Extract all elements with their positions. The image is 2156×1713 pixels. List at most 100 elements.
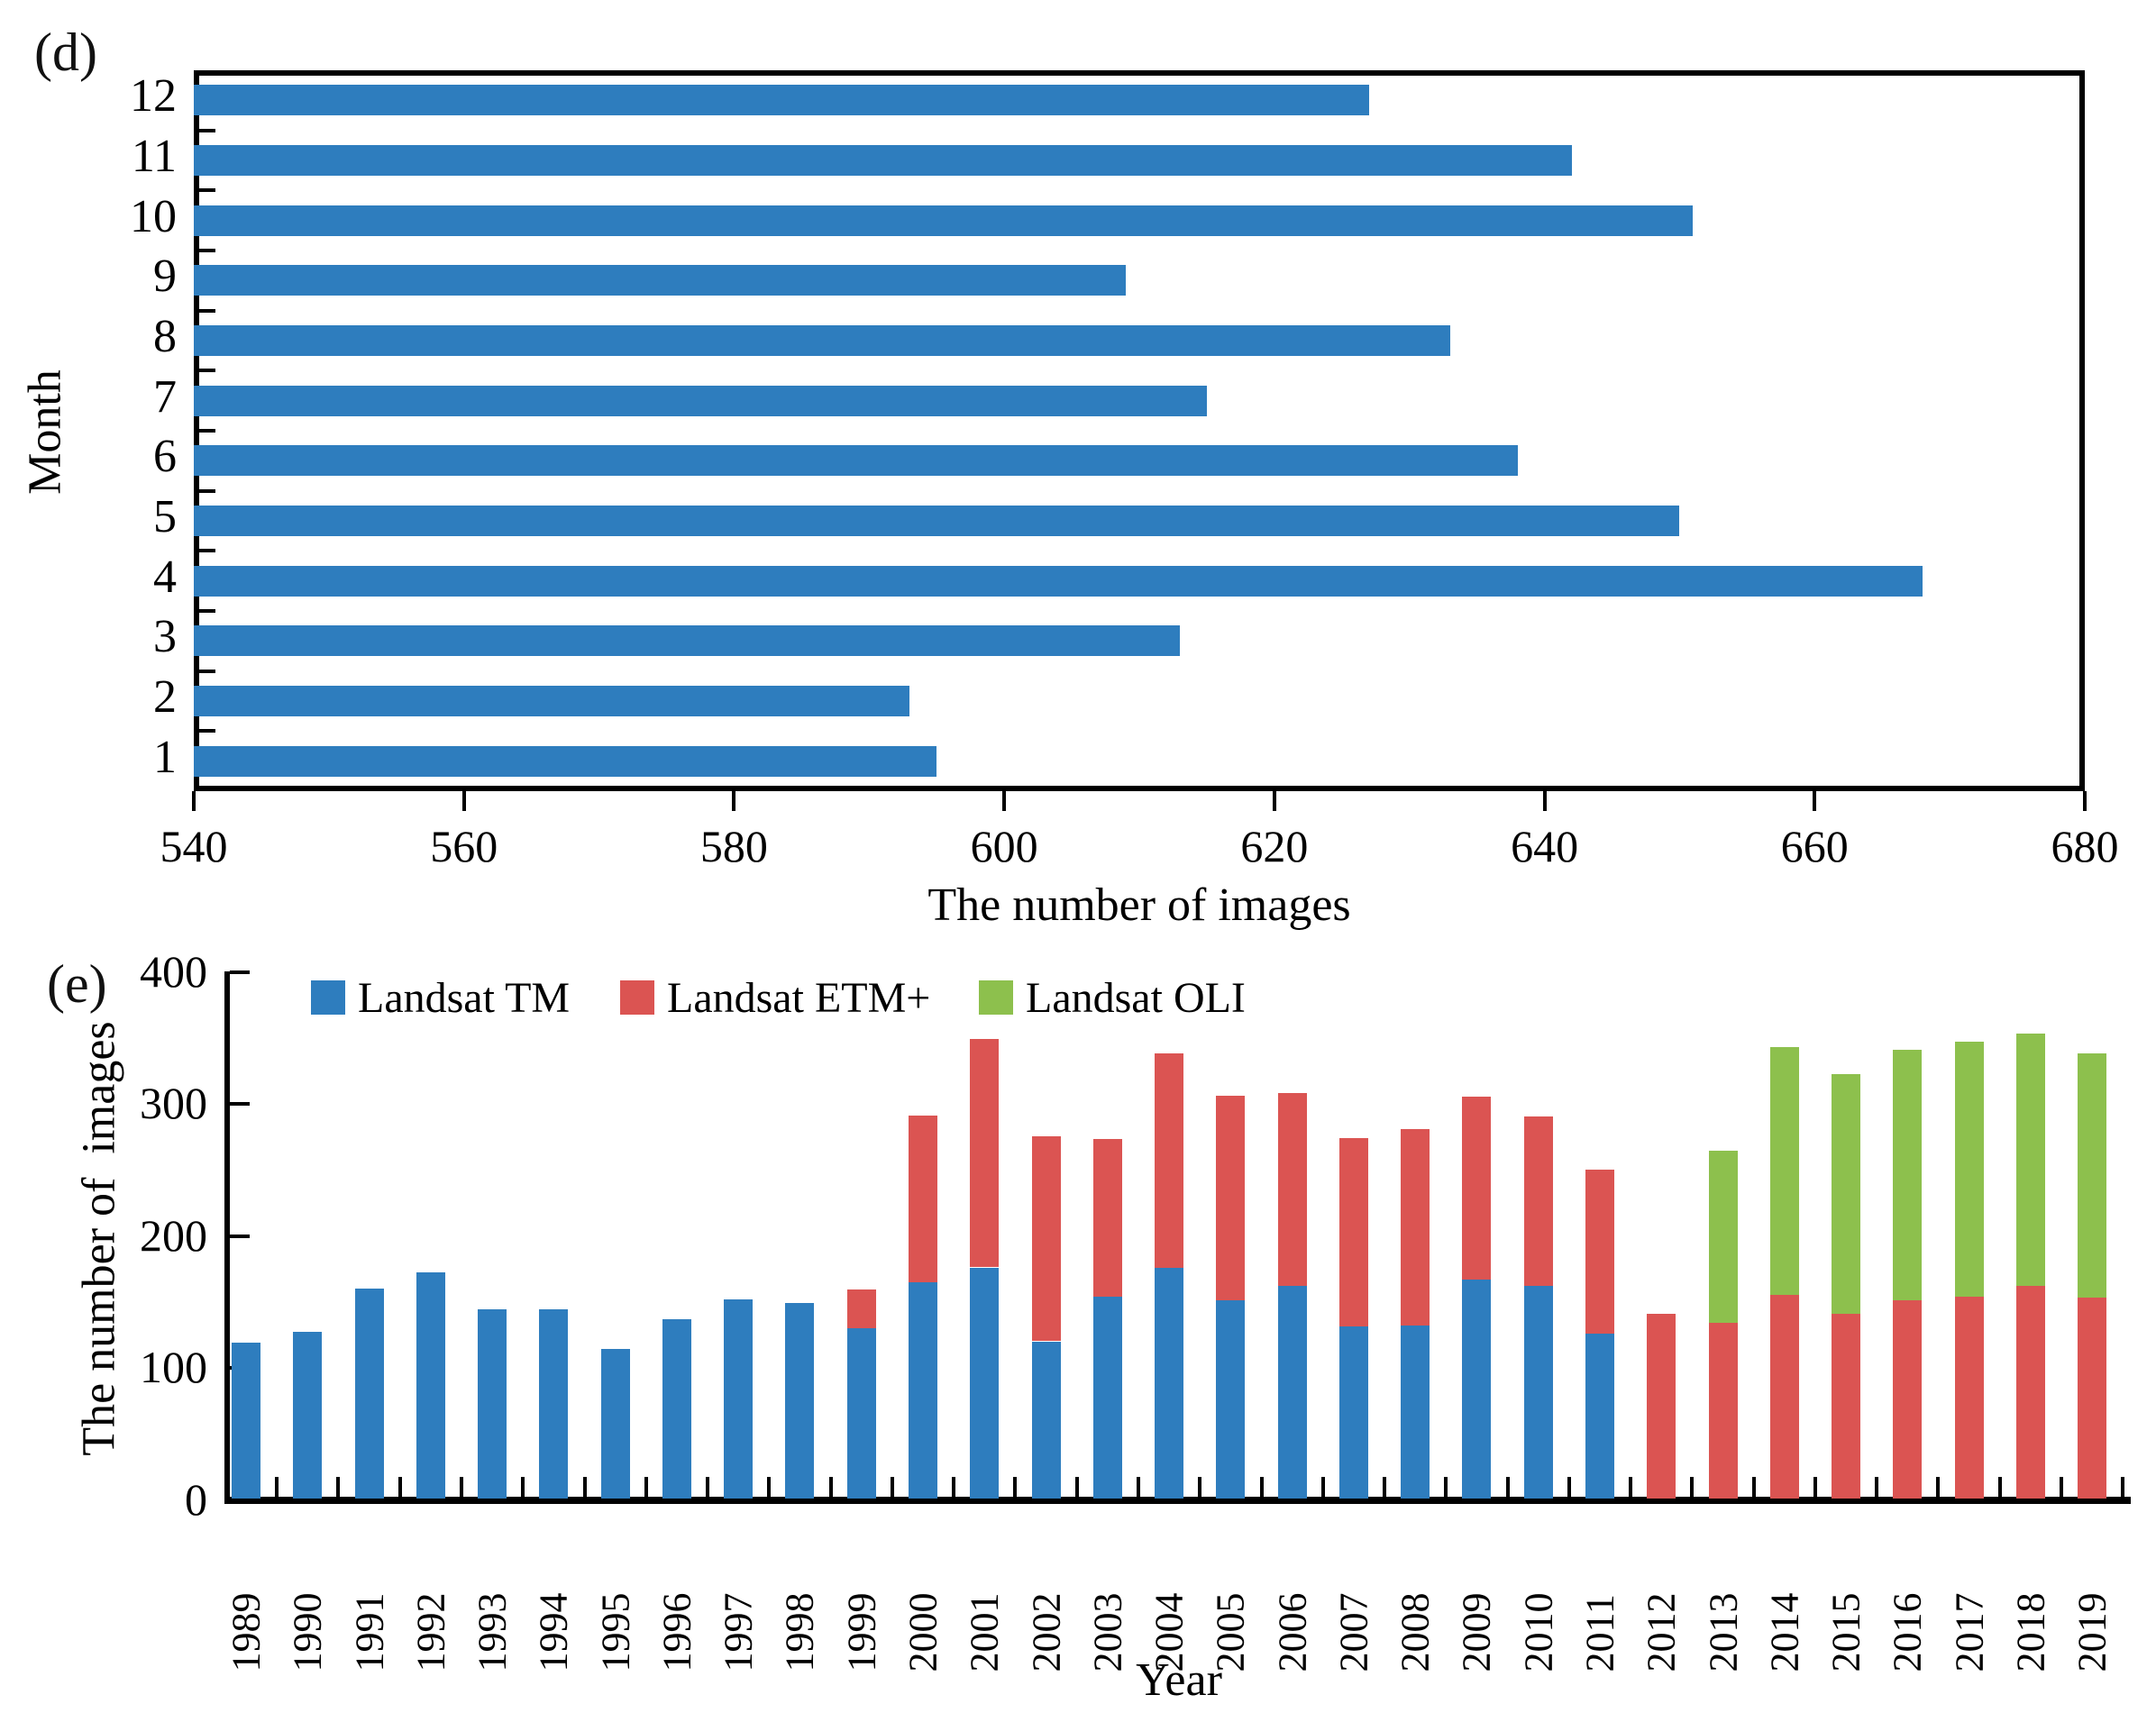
chart-e-x-tick: [1629, 1477, 1633, 1497]
chart-e-legend-item: Landsat TM: [311, 974, 608, 1022]
chart-d-ytick-label-10: 10: [130, 190, 177, 242]
chart-e-segment-1989-landsat-tm: [232, 1343, 260, 1499]
chart-d-bar-month-4: [194, 565, 1923, 597]
chart-e-x-tick: [1813, 1477, 1817, 1497]
chart-d-y-tick: [199, 249, 215, 252]
chart-e-segment-2004-landsat-tm: [1155, 1267, 1183, 1499]
chart-d-x-tick: [1542, 791, 1547, 811]
chart-d-ytick-label-8: 8: [153, 311, 177, 362]
chart-e-segment-1996-landsat-tm: [662, 1318, 691, 1499]
chart-e-x-tick: [952, 1477, 956, 1497]
chart-e-segment-1999-landsat-tm: [846, 1327, 876, 1499]
chart-e-xtick-label-2018: 2018: [2008, 1592, 2053, 1672]
chart-e-segment-2006-landsat-tm: [1277, 1286, 1307, 1499]
chart-e-x-tick: [459, 1477, 463, 1497]
chart-d-x-tick: [732, 791, 736, 811]
chart-e-x-tick: [1567, 1477, 1571, 1497]
chart-e-segment-2019-landsat-etm-: [2078, 1298, 2107, 1499]
chart-e-x-tick: [1198, 1477, 1202, 1497]
chart-e-xtick-label-1990: 1990: [285, 1592, 330, 1672]
chart-e-x-tick: [1505, 1477, 1510, 1497]
legend-label: Landsat OLI: [1026, 974, 1246, 1022]
chart-e-xtick-label-2007: 2007: [1331, 1592, 1376, 1672]
chart-d-y-tick: [199, 188, 215, 193]
chart-d-bar-month-11: [194, 145, 1572, 176]
chart-e-segment-1995-landsat-tm: [600, 1349, 630, 1499]
chart-e-x-tick: [890, 1477, 894, 1497]
chart-e-segment-2001-landsat-tm: [970, 1267, 1000, 1499]
chart-e-y-tick: [230, 1102, 250, 1107]
chart-e-segment-2006-landsat-etm-: [1277, 1092, 1307, 1286]
legend-swatch-tm: [311, 980, 345, 1015]
chart-e-segment-2016-landsat-etm-: [1893, 1300, 1923, 1499]
chart-e-segment-1992-landsat-tm: [416, 1272, 445, 1499]
chart-e-segment-2009-landsat-etm-: [1462, 1097, 1492, 1280]
chart-e-xtick-label-2001: 2001: [962, 1592, 1007, 1672]
chart-e-xtick-label-2002: 2002: [1024, 1592, 1068, 1672]
chart-d-ytick-label-2: 2: [153, 671, 177, 723]
chart-e-segment-2000-landsat-tm: [909, 1281, 937, 1499]
chart-d-x-tick: [192, 791, 196, 811]
chart-e-segment-2015-landsat-etm-: [1832, 1313, 1860, 1499]
chart-e-segment-2009-landsat-tm: [1462, 1279, 1492, 1499]
chart-e-segment-2015-landsat-oli: [1832, 1074, 1860, 1314]
chart-e-ytick-label: 300: [140, 1078, 207, 1129]
chart-e-segment-2007-landsat-tm: [1338, 1326, 1368, 1499]
chart-e-segment-1999-landsat-etm-: [846, 1289, 876, 1328]
chart-e-segment-2003-landsat-etm-: [1092, 1139, 1122, 1297]
chart-e-ytick-label: 100: [140, 1342, 207, 1393]
chart-e-xtick-label-2005: 2005: [1208, 1592, 1253, 1672]
chart-e-x-tick: [582, 1477, 587, 1497]
chart-e-segment-2014-landsat-etm-: [1769, 1295, 1799, 1499]
panel-label-e: (e): [47, 954, 107, 1014]
chart-e-xtick-label-2011: 2011: [1577, 1594, 1622, 1672]
chart-e-x-tick: [1997, 1477, 2002, 1497]
chart-e-x-tick: [275, 1477, 279, 1497]
chart-e-segment-2011-landsat-etm-: [1585, 1170, 1614, 1334]
chart-e-xtick-label-1997: 1997: [716, 1592, 761, 1672]
chart-d-x-axis-title: The number of images: [927, 879, 1351, 931]
chart-e-xtick-label-1989: 1989: [224, 1592, 269, 1672]
chart-e-segment-1997-landsat-tm: [724, 1298, 754, 1499]
chart-d-xtick-label: 680: [2051, 821, 2119, 871]
chart-e-segment-2002-landsat-tm: [1031, 1341, 1061, 1499]
chart-d-y-tick: [199, 369, 215, 373]
chart-e-xtick-label-2004: 2004: [1147, 1592, 1192, 1672]
chart-e-segment-2011-landsat-tm: [1585, 1333, 1614, 1499]
chart-e-segment-2012-landsat-etm-: [1647, 1313, 1676, 1499]
chart-e-xtick-label-1998: 1998: [777, 1592, 822, 1672]
chart-e-xtick-label-2000: 2000: [900, 1592, 946, 1672]
chart-d-bar-month-1: [194, 745, 937, 777]
chart-d-y-tick: [199, 729, 215, 733]
chart-e-segment-1993-landsat-tm: [478, 1309, 507, 1499]
chart-d-bar-month-2: [194, 686, 910, 716]
chart-d-bars-layer: [194, 70, 2085, 791]
chart-d-bar-month-9: [194, 265, 1126, 296]
chart-e-x-tick: [336, 1477, 341, 1497]
chart-e-xtick-label-2019: 2019: [2069, 1592, 2115, 1672]
chart-e-y-axis-line: [224, 971, 230, 1504]
chart-d-y-tick: [199, 669, 215, 673]
chart-d-ytick-label-3: 3: [153, 611, 177, 663]
chart-e-x-tick: [706, 1477, 709, 1497]
chart-e-xtick-label-1995: 1995: [593, 1592, 638, 1672]
chart-e-segment-1991-landsat-tm: [354, 1288, 384, 1499]
chart-e-x-tick: [1074, 1477, 1079, 1497]
chart-d-x-tick: [1272, 791, 1276, 811]
chart-e-x-tick: [644, 1477, 648, 1497]
chart-d-ytick-label-1: 1: [153, 731, 177, 783]
chart-e-segment-2014-landsat-oli: [1769, 1046, 1799, 1296]
chart-d-ytick-label-7: 7: [153, 370, 177, 423]
chart-e-xtick-label-1996: 1996: [654, 1592, 699, 1672]
chart-d-xtick-label: 600: [970, 821, 1038, 871]
chart-d-plot-area: [194, 70, 2085, 791]
chart-e-segment-2008-landsat-tm: [1401, 1326, 1430, 1499]
chart-d-y-tick: [199, 429, 215, 433]
chart-e-x-tick: [1259, 1477, 1264, 1497]
chart-e-xtick-label-2013: 2013: [1701, 1592, 1745, 1672]
chart-e-x-tick: [1383, 1477, 1386, 1497]
chart-e-segment-1994-landsat-tm: [539, 1309, 569, 1499]
chart-e-x-tick: [1936, 1477, 1941, 1497]
